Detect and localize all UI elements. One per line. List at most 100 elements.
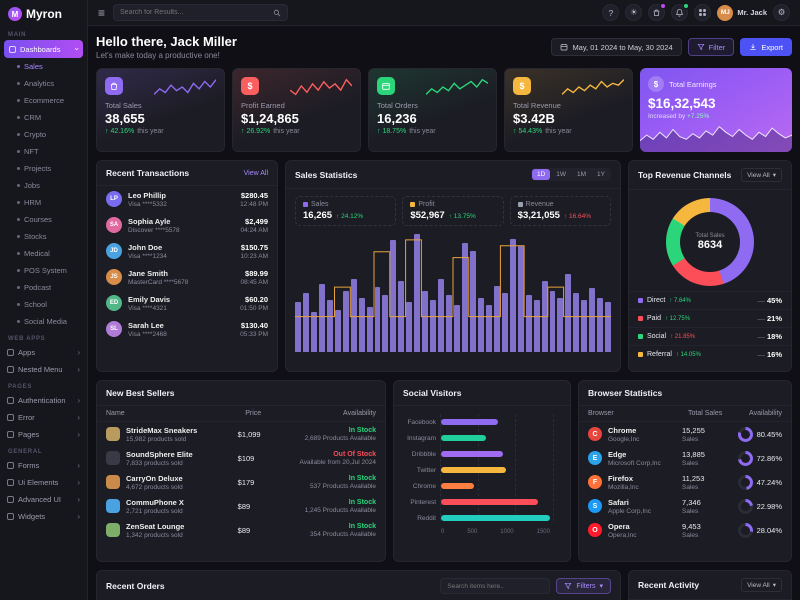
settings-button[interactable]: ⚙ [773,4,790,21]
range-1w-button[interactable]: 1W [556,171,567,178]
forms-icon [7,462,14,469]
series-swatch [410,202,416,207]
sidebar-item-nft[interactable]: NFT [0,143,87,160]
orders-search-input[interactable] [440,578,551,594]
view-all-button[interactable]: View All ▾ [741,168,782,182]
sidebar-item-dashboards[interactable]: Dashboards › [4,40,83,58]
transaction-time: 01:50 PM [240,304,268,312]
bullet-icon [17,269,20,272]
user-menu[interactable]: MJ Mr. Jack [717,4,767,21]
product-price: $89 [237,501,251,511]
legend-percent: 21% [757,314,782,323]
export-button[interactable]: Export [740,38,792,56]
menu-toggle-icon[interactable]: ≡ [98,5,106,20]
social-visitors-chart: Facebook Instagram Dribbble Twitter Chro… [394,406,570,537]
availability-sub: 354 Products Available [309,530,376,538]
browser-percent: 72.86% [756,453,782,463]
pages-icon [7,431,14,438]
transaction-amount: $280.45 [240,190,268,200]
theme-toggle-button[interactable]: ☀ [625,4,643,21]
coins-icon: $ [513,77,531,95]
sidebar-item-analytics[interactable]: Analytics [0,75,87,92]
sidebar-item-apps[interactable]: Apps › [0,344,87,361]
sidebar-item-ecommerce[interactable]: Ecommerce [0,92,87,109]
sidebar-item-crm[interactable]: CRM [0,109,87,126]
sidebar-item-forms[interactable]: Forms › [0,457,87,474]
availability-sub: 537 Products Available [309,482,376,490]
range-1m-button[interactable]: 1M [577,171,587,178]
browser-company: Mozilla,Inc [608,483,639,491]
sidebar-item-hrm[interactable]: HRM [0,194,87,211]
cart-button[interactable] [648,3,667,21]
sidebar-item-pos-system[interactable]: POS System [0,262,87,279]
stat-change: ↑ 42.16% [105,128,135,135]
sidebar-item-courses[interactable]: Courses [0,211,87,228]
help-button[interactable]: ? [602,4,620,21]
apps-grid-button[interactable] [694,4,712,21]
stat-label: Total Orders [377,101,418,110]
sidebar-subitem-label: School [24,300,47,309]
bar [441,435,487,441]
sidebar-item-social-media[interactable]: Social Media [0,313,87,330]
transaction-card: Visa ****5332 [128,200,167,208]
brand-logo[interactable]: M Myron [0,0,87,26]
sidebar-item-authentication[interactable]: Authentication › [0,392,87,409]
sidebar-item-crypto[interactable]: Crypto [0,126,87,143]
stock-status: In Stock [348,522,376,530]
browser-row: E Edge Microsoft Corp,Inc 13,885 Sales 72.… [579,446,791,470]
sidebar-section-main: MAIN [8,32,27,38]
sidebar-item-jobs[interactable]: Jobs [0,177,87,194]
sidebar-section-pages: PAGES [8,384,33,390]
legend-label: Referral [647,351,672,358]
sidebar-item-projects[interactable]: Projects [0,160,87,177]
transaction-row: ED Emily Davis Visa ****4321 $60.20 01:50 … [97,290,277,316]
filter-button[interactable]: Filter [687,38,735,56]
transaction-name: Leo Phillip [128,190,166,200]
sparkline-chart [562,77,624,97]
transaction-name: Sophia Ayle [128,216,171,226]
view-all-button[interactable]: View All ▾ [741,578,782,592]
sidebar-subitem-label: Projects [24,164,52,173]
browser-sales: 7,346 [682,497,701,507]
axis-tick: 1500 [536,529,550,535]
sidebar-item-school[interactable]: School [0,296,87,313]
bar-label: Reddit [417,514,436,522]
sidebar-item-label: Nested Menu [18,365,63,374]
search-input[interactable] [120,9,270,16]
sidebar-item-widgets[interactable]: Widgets › [0,508,87,525]
axis-tick: 0 [441,529,445,535]
range-1d-button[interactable]: 1D [531,169,551,180]
avatar: JD [106,243,122,259]
browser-statistics-card: Browser Statistics Browser Total Sales Ava… [578,380,792,562]
sidebar-item-sales[interactable]: Sales [0,58,87,75]
range-1y-button[interactable]: 1Y [597,171,605,178]
donut-center-value: 8634 [697,239,723,251]
sidebar-item-medical[interactable]: Medical [0,245,87,262]
browser-company: Opera,Inc [608,531,637,539]
product-name: ZenSeat Lounge [126,521,185,531]
date-range-button[interactable]: May, 01 2024 to May, 30 2024 [551,38,682,56]
view-all-link[interactable]: View All [243,169,268,177]
advanced-ui-icon [7,496,14,503]
bullet-icon [17,82,20,85]
progress-ring [737,426,753,442]
chevron-down-icon: ▾ [772,172,776,179]
global-search[interactable] [113,4,289,21]
filters-button[interactable]: Filters ▾ [556,578,611,594]
sidebar-item-ui-elements[interactable]: Ui Elements › [0,474,87,491]
sidebar-item-podcast[interactable]: Podcast [0,279,87,296]
bar [441,451,504,457]
series-swatch [303,202,308,207]
sidebar-item-advanced-ui[interactable]: Advanced UI › [0,491,87,508]
notifications-button[interactable] [671,3,690,21]
stat-period: this year [409,128,436,135]
sidebar-item-pages[interactable]: Pages › [0,426,87,443]
sidebar-item-stocks[interactable]: Stocks [0,228,87,245]
search-icon[interactable] [273,9,281,17]
progress-ring [737,450,753,466]
sidebar-item-error[interactable]: Error › [0,409,87,426]
box-icon [377,77,395,95]
column-header: Name [106,410,125,417]
sidebar-item-nested-menu[interactable]: Nested Menu › [0,361,87,378]
stat-card-total-orders: Total Orders 16,236 ↑ 18.75% this year [368,68,497,152]
